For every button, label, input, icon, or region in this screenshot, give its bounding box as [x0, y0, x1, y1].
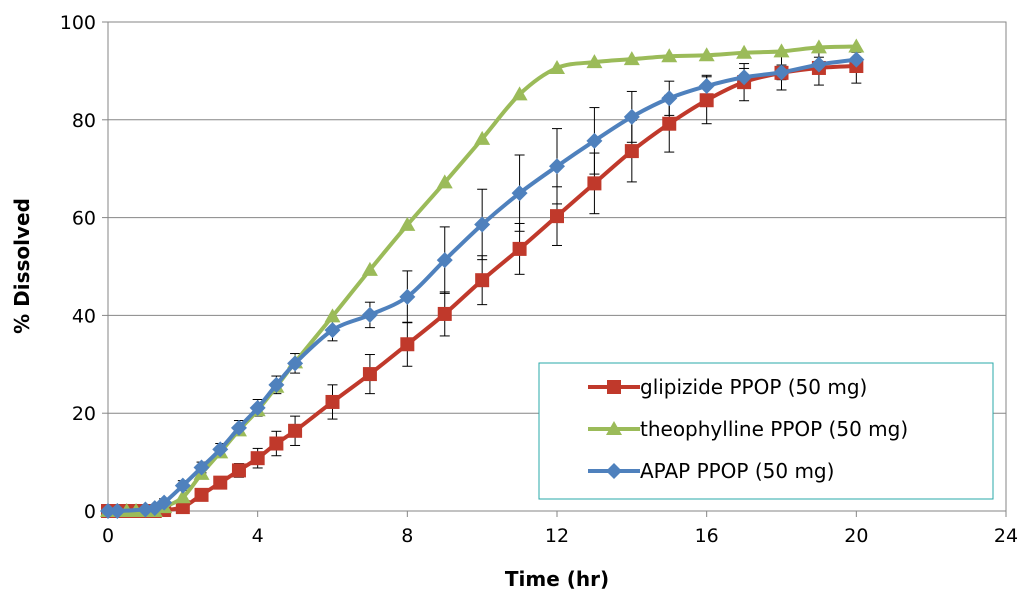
data-point: [474, 216, 491, 233]
data-point: [661, 90, 678, 107]
data-point: [810, 39, 827, 54]
data-point: [109, 503, 126, 519]
data-point: [213, 475, 228, 490]
data-point: [848, 38, 865, 53]
data-point: [437, 306, 452, 321]
data-point: [586, 132, 603, 149]
data-point: [361, 306, 378, 323]
legend-entry: theophylline PPOP (50 mg): [588, 417, 908, 441]
data-point: [511, 86, 528, 101]
data-point: [624, 144, 639, 159]
data-point: [436, 252, 453, 269]
data-point: [100, 503, 116, 519]
data-point: [175, 500, 190, 515]
legend-label: glipizide PPOP (50 mg): [640, 375, 867, 399]
x-tick-label: 8: [401, 525, 413, 547]
legend-entry: glipizide PPOP (50 mg): [588, 375, 867, 399]
data-point: [475, 273, 490, 288]
data-point: [698, 78, 715, 95]
data-point: [474, 130, 491, 145]
y-tick-label: 20: [72, 403, 96, 425]
data-point: [193, 459, 210, 476]
data-point: [549, 59, 565, 74]
data-point: [698, 47, 715, 62]
legend-swatch-marker: [606, 421, 622, 435]
x-tick-label: 16: [695, 525, 719, 547]
data-point: [587, 176, 602, 191]
x-axis-title: Time (hr): [505, 567, 609, 591]
data-point: [661, 48, 678, 63]
tick-labels: 0 20 40 60 80 100 0 4 8 12 16 20 24: [60, 12, 1018, 547]
data-point: [773, 43, 790, 58]
legend-entries: glipizide PPOP (50 mg) theophylline PPOP …: [588, 375, 908, 483]
data-point: [174, 477, 191, 494]
y-tick-label: 80: [72, 110, 96, 132]
data-point: [623, 51, 640, 66]
data-point: [250, 451, 265, 466]
y-tick-label: 40: [72, 305, 96, 327]
data-point: [212, 441, 229, 458]
data-point: [269, 436, 284, 451]
data-point: [810, 56, 827, 73]
data-point: [773, 64, 790, 81]
series-apap-ppop-50-mg: [100, 51, 865, 519]
data-point: [623, 108, 640, 125]
legend-entry: APAP PPOP (50 mg): [588, 459, 834, 483]
legend: glipizide PPOP (50 mg) theophylline PPOP …: [538, 362, 994, 500]
data-point: [361, 261, 378, 276]
y-tick-label: 100: [60, 12, 96, 34]
data-point: [194, 487, 209, 502]
y-tick-label: 0: [84, 501, 96, 523]
data-point: [362, 367, 377, 382]
data-point: [550, 209, 564, 224]
legend-label: APAP PPOP (50 mg): [640, 459, 834, 483]
data-point: [231, 463, 246, 478]
x-tick-label: 0: [102, 525, 114, 547]
y-tick-label: 60: [72, 208, 96, 230]
data-point: [249, 399, 266, 416]
data-point: [511, 185, 528, 202]
data-point: [230, 419, 247, 436]
data-point: [324, 322, 341, 339]
data-point: [268, 376, 285, 393]
data-point: [400, 337, 415, 352]
data-point: [399, 216, 416, 231]
data-point: [156, 494, 173, 511]
x-tick-label: 24: [994, 525, 1018, 547]
data-point: [287, 355, 304, 372]
data-point: [324, 308, 341, 323]
x-tick-label: 20: [844, 525, 868, 547]
data-point: [699, 93, 714, 108]
data-point: [586, 54, 603, 69]
data-point: [174, 489, 191, 504]
data-point: [436, 174, 453, 189]
data-point: [549, 158, 565, 175]
x-tick-label: 4: [252, 525, 264, 547]
data-point: [512, 241, 527, 256]
data-point: [736, 69, 753, 86]
data-point: [399, 288, 416, 305]
y-axis-title: % Dissolved: [10, 198, 34, 334]
data-point: [736, 44, 753, 59]
legend-swatch-marker: [607, 380, 621, 394]
data-point: [662, 116, 677, 131]
series: [100, 38, 865, 519]
data-point: [325, 394, 340, 409]
legend-label: theophylline PPOP (50 mg): [640, 417, 908, 441]
legend-swatch-marker: [606, 463, 622, 479]
data-point: [848, 51, 865, 68]
x-tick-label: 12: [545, 525, 569, 547]
data-point: [288, 423, 303, 438]
